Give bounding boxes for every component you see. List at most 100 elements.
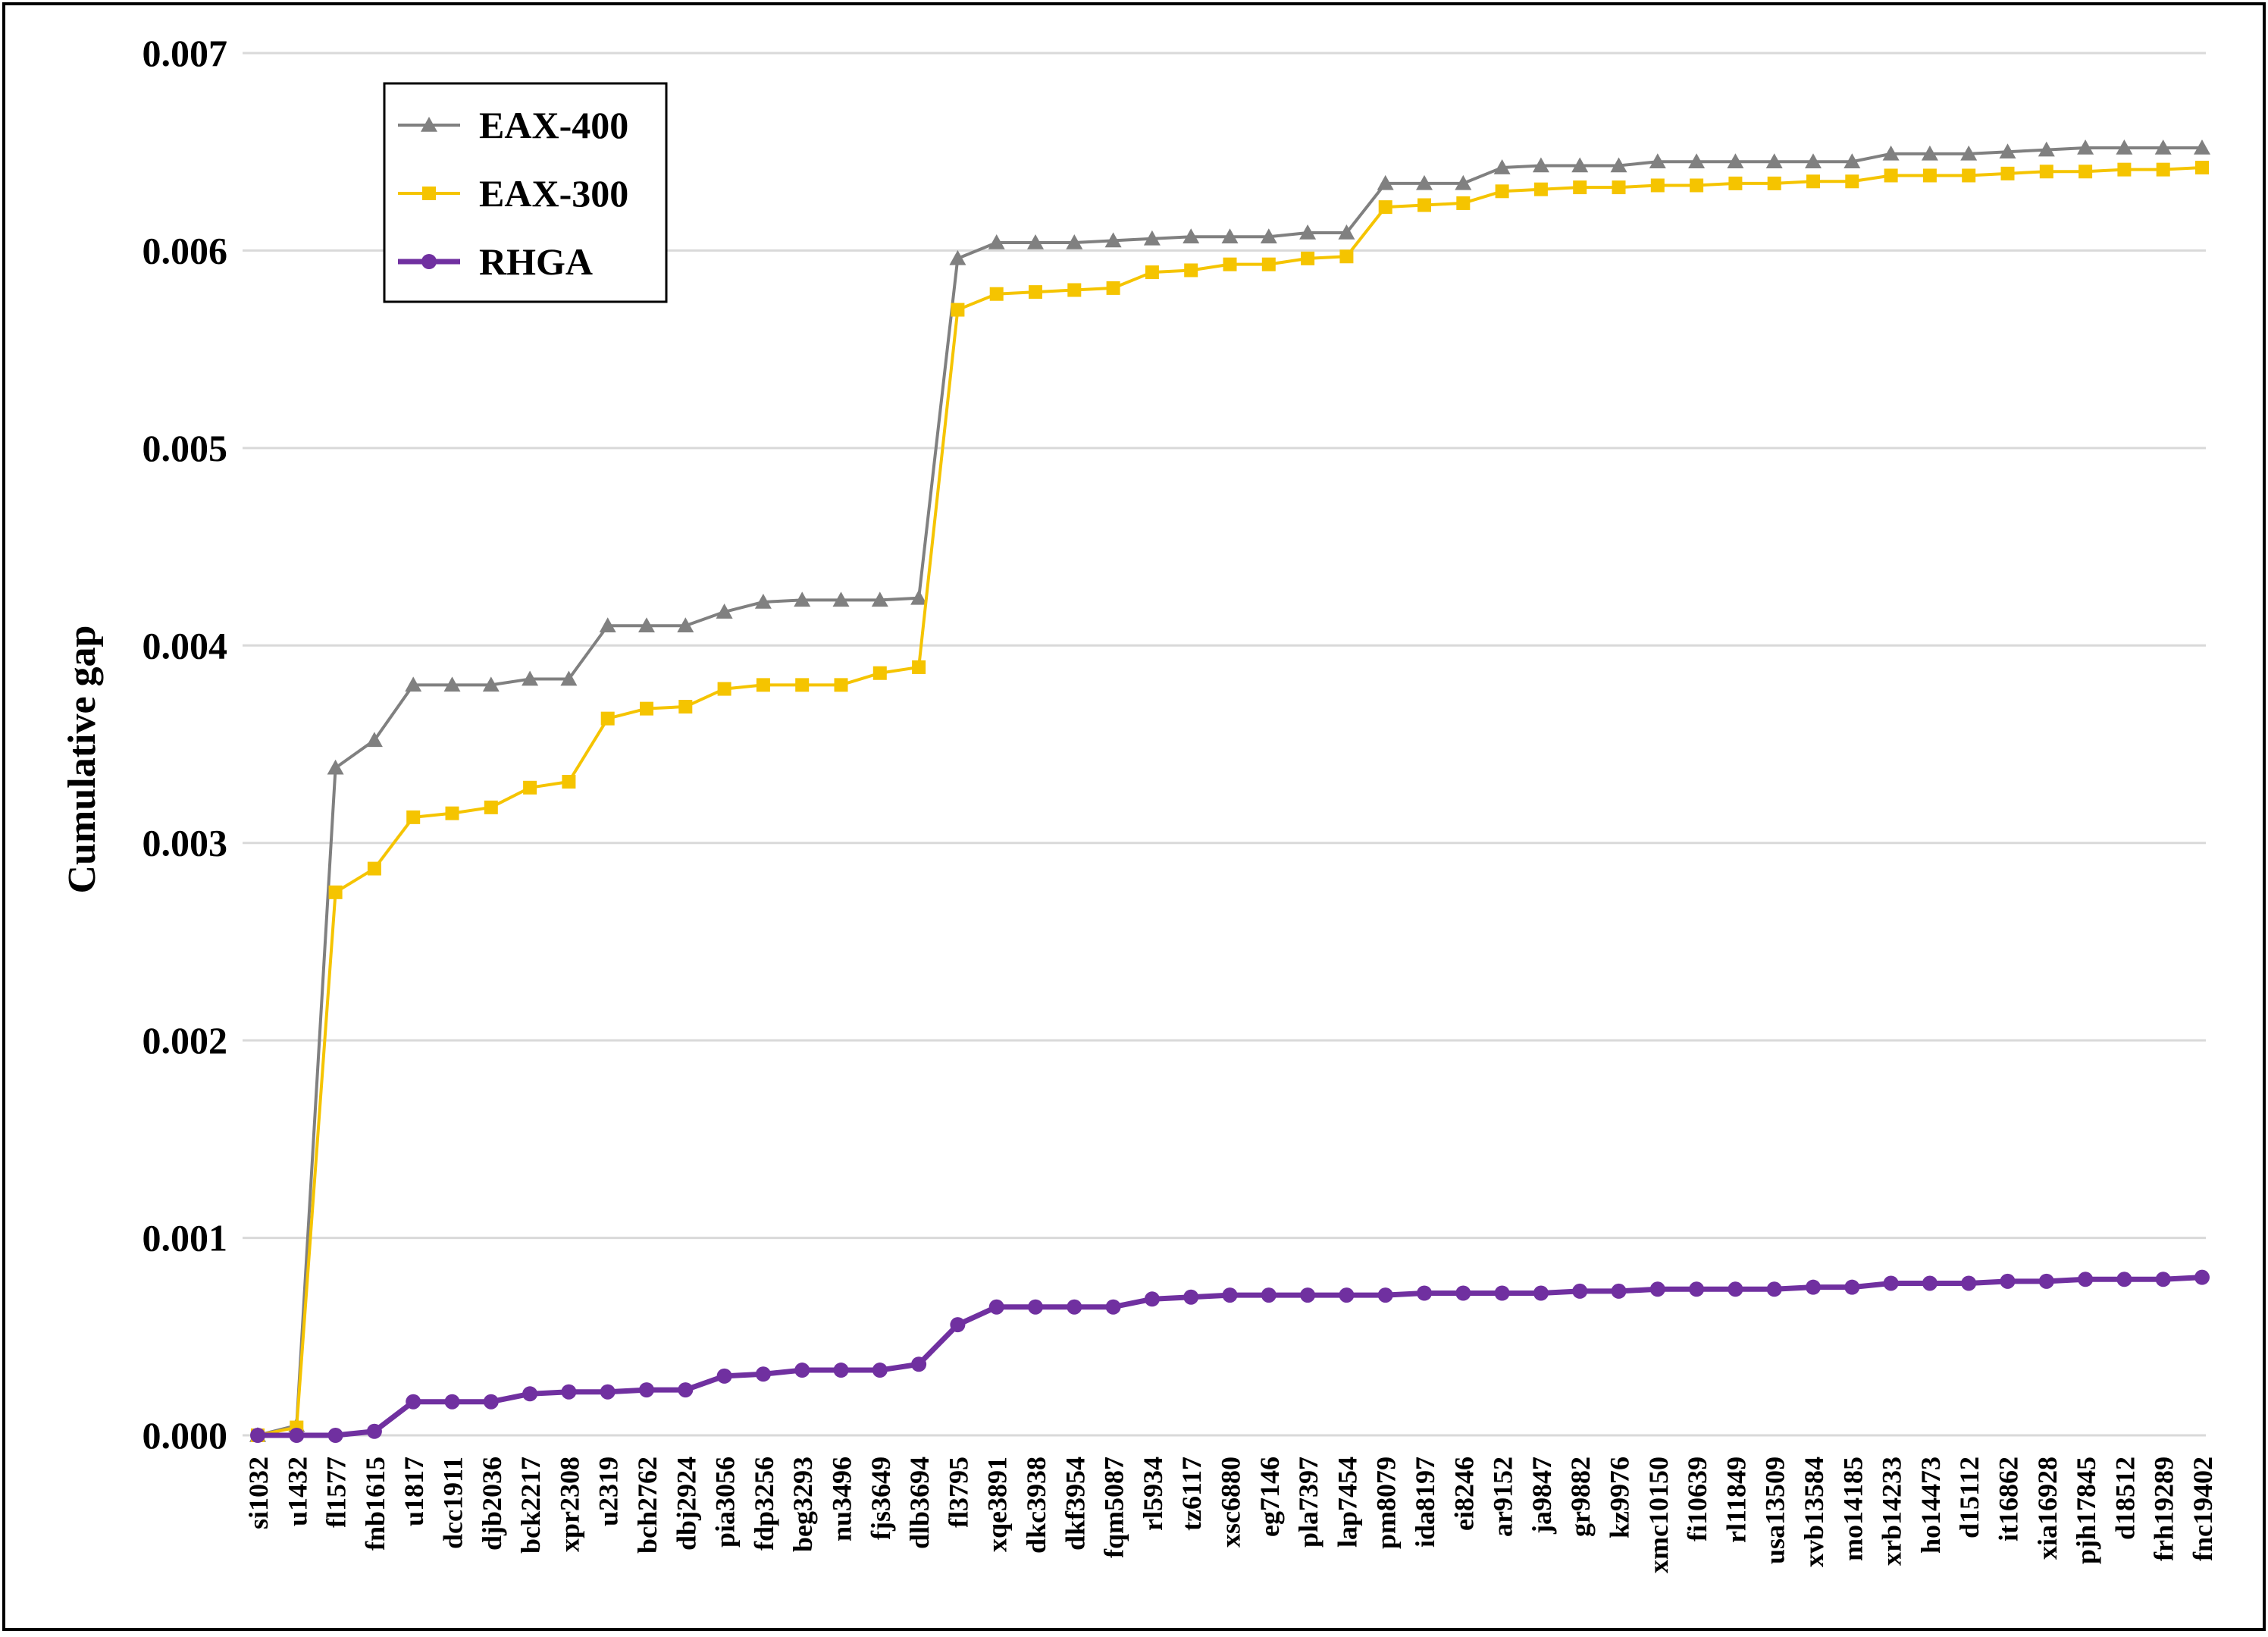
data-point-eax-400: [1921, 145, 1938, 161]
x-tick-label: fjs3649: [866, 1457, 896, 1540]
data-point-eax-400: [1455, 174, 1472, 190]
data-point-eax-300: [640, 701, 653, 716]
data-point-rhga: [1183, 1289, 1199, 1305]
x-tick-label: nu3496: [827, 1457, 857, 1541]
data-point-rhga: [755, 1366, 771, 1382]
data-point-eax-400: [327, 759, 344, 775]
x-tick-label: pia3056: [710, 1457, 741, 1548]
data-point-eax-400: [1805, 153, 1822, 169]
data-point-eax-400: [365, 732, 383, 748]
data-point-eax-300: [562, 774, 576, 789]
data-point-eax-400: [1493, 159, 1511, 174]
data-point-eax-300: [1261, 257, 1276, 271]
legend-label-eax-400: EAX-400: [479, 104, 628, 146]
x-tick-label: gr9882: [1565, 1457, 1596, 1537]
data-point-eax-400: [1416, 174, 1433, 190]
x-tick-label: fnc19402: [2188, 1457, 2218, 1561]
x-tick-label: fi10639: [1682, 1457, 1712, 1541]
data-point-rhga: [561, 1384, 577, 1400]
data-point-eax-400: [716, 604, 733, 619]
x-tick-label: usa13509: [1760, 1457, 1790, 1564]
y-tick-label: 0.000: [143, 1414, 228, 1457]
x-tick-label: xia16928: [2032, 1457, 2063, 1560]
x-tick-label: xvb13584: [1799, 1457, 1829, 1567]
data-point-rhga: [327, 1428, 343, 1443]
data-point-eax-400: [1377, 174, 1394, 190]
data-point-eax-300: [795, 678, 810, 692]
series-group: [249, 140, 2210, 1443]
data-point-eax-300: [1301, 251, 1315, 265]
data-point-eax-400: [638, 617, 655, 633]
data-point-rhga: [1728, 1281, 1743, 1297]
x-tick-label: d18512: [2110, 1457, 2140, 1540]
legend-marker-eax-300: [422, 187, 436, 200]
data-point-eax-400: [2154, 140, 2172, 155]
x-tick-label: pjh17845: [2071, 1457, 2101, 1564]
data-point-eax-300: [1184, 263, 1198, 278]
x-tick-label: dkf3954: [1060, 1457, 1090, 1551]
data-point-rhga: [1144, 1291, 1160, 1307]
legend-label-rhga: RHGA: [479, 240, 593, 283]
data-point-rhga: [678, 1382, 694, 1398]
data-point-eax-300: [523, 780, 537, 795]
legend-marker-eax-400: [421, 117, 437, 132]
x-tick-label: dbj2924: [671, 1457, 701, 1551]
data-point-eax-400: [1260, 228, 1277, 243]
data-point-eax-400: [2194, 140, 2210, 155]
data-point-eax-300: [1533, 182, 1548, 196]
data-point-rhga: [1961, 1275, 1977, 1291]
data-point-eax-400: [1688, 153, 1706, 169]
y-tick-label: 0.006: [143, 229, 228, 271]
data-point-rhga: [1494, 1285, 1510, 1301]
y-tick-label: 0.004: [143, 624, 228, 666]
data-point-eax-300: [1456, 196, 1471, 210]
x-tick-label: dcc1911: [438, 1457, 468, 1549]
data-point-eax-300: [1418, 198, 1431, 212]
data-point-eax-300: [834, 678, 848, 692]
x-tick-label: mo14185: [1837, 1457, 1868, 1561]
x-tick-label: dkc3938: [1021, 1457, 1051, 1554]
data-point-eax-300: [1106, 281, 1120, 295]
x-tick-label: rl5934: [1138, 1457, 1168, 1531]
x-tick-label: lap7454: [1332, 1457, 1362, 1548]
y-tick-label: 0.002: [143, 1019, 228, 1062]
x-tick-label: beg3293: [788, 1457, 818, 1552]
data-point-eax-300: [2000, 166, 2015, 180]
data-point-rhga: [1417, 1285, 1432, 1301]
data-point-rhga: [1844, 1279, 1860, 1295]
data-point-eax-400: [677, 617, 694, 633]
data-point-rhga: [1806, 1279, 1821, 1295]
data-point-eax-300: [2117, 162, 2132, 177]
data-point-rhga: [1766, 1281, 1782, 1297]
data-point-eax-400: [1221, 228, 1239, 243]
data-point-rhga: [1261, 1287, 1277, 1303]
data-point-rhga: [639, 1382, 654, 1398]
y-axis-label: Cumulative gap: [61, 626, 104, 894]
data-point-eax-400: [1104, 232, 1122, 248]
data-point-eax-400: [1299, 224, 1317, 240]
data-point-eax-300: [1650, 178, 1665, 193]
data-point-rhga: [1455, 1285, 1471, 1301]
data-point-rhga: [2116, 1272, 2132, 1287]
data-point-eax-300: [1767, 176, 1781, 190]
data-point-eax-400: [1143, 230, 1161, 246]
data-point-eax-300: [406, 810, 421, 824]
data-point-rhga: [950, 1317, 966, 1333]
data-point-eax-300: [1884, 168, 1898, 183]
x-tick-label: ho14473: [1916, 1457, 1946, 1554]
data-point-rhga: [1611, 1283, 1627, 1299]
y-axis-ticks: 0.000 0.001 0.002 0.003 0.004 0.005 0.006 0.007: [143, 32, 228, 1457]
data-point-eax-400: [1999, 143, 2016, 159]
x-tick-label: ei8246: [1449, 1457, 1479, 1531]
data-point-eax-300: [2039, 165, 2053, 179]
data-point-eax-400: [1610, 157, 1627, 173]
data-point-eax-300: [367, 861, 381, 876]
x-tick-label: si1032: [243, 1457, 274, 1529]
data-point-rhga: [988, 1299, 1004, 1315]
data-point-eax-300: [678, 700, 693, 714]
x-tick-label: it16862: [1994, 1457, 2024, 1541]
data-point-eax-300: [1922, 168, 1937, 183]
data-point-rhga: [1883, 1275, 1899, 1291]
data-point-eax-300: [1728, 176, 1743, 190]
series-eax-300: [251, 161, 2209, 1442]
